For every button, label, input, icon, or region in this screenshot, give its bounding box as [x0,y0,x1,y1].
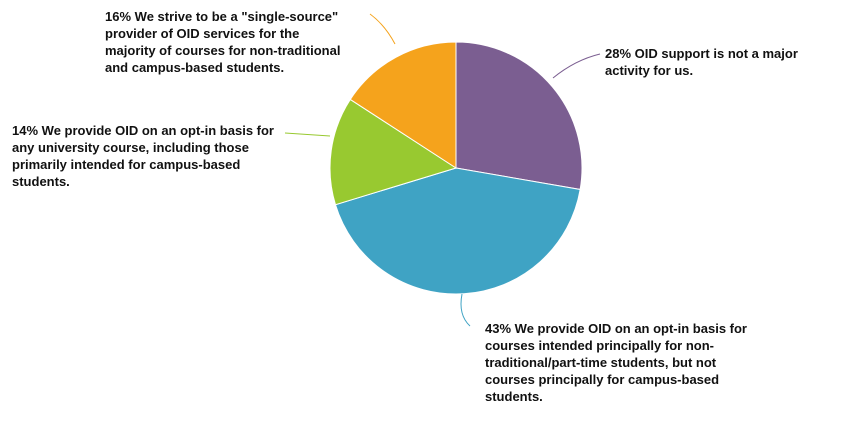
slice-label: 16% We strive to be a "single-source" pr… [105,8,350,76]
value-label: 28% [605,46,632,61]
pie-slice [334,167,581,295]
leader-line [369,13,396,45]
category-label: We strive to be a "single-source" provid… [105,9,341,75]
category-label: We provide OID on an opt-in basis for an… [12,123,274,189]
value-label: 14% [12,123,39,138]
value-label: 16% [105,9,132,24]
leader-line [552,53,601,79]
value-label: 43% [485,321,512,336]
pie-slice [455,41,583,191]
leader-line [460,293,471,327]
category-label: We provide OID on an opt-in basis for co… [485,321,747,404]
slice-label: 28% OID support is not a major activity … [605,45,805,79]
slice-label: 43% We provide OID on an opt-in basis fo… [485,320,750,405]
leader-line [284,132,331,137]
slice-label: 14% We provide OID on an opt-in basis fo… [12,122,277,190]
pie-slice [349,41,457,169]
pie-slice [329,98,458,206]
category-label: OID support is not a major activity for … [605,46,798,78]
